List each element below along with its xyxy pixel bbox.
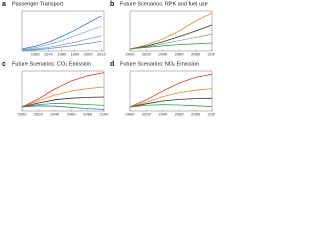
panel-letter: a	[2, 1, 6, 8]
series-line	[129, 104, 213, 108]
series-line	[129, 24, 213, 50]
x-tick-label: 2080	[83, 112, 93, 117]
x-tick-label: 2020	[34, 112, 44, 117]
series-line	[21, 41, 102, 51]
panel-letter: d	[110, 61, 114, 68]
x-tick-label: 2000	[126, 52, 136, 57]
x-tick-label: 1970	[44, 52, 54, 57]
x-tick-label: 2080	[191, 112, 201, 117]
x-tick-label: 1960	[31, 52, 41, 57]
x-tick-label: 2060	[67, 112, 77, 117]
x-tick-label: 2040	[50, 112, 60, 117]
x-tick-label: 2040	[158, 52, 168, 57]
x-tick-label: 2060	[175, 52, 185, 57]
x-tick-label: 1980	[57, 52, 67, 57]
series-line	[21, 72, 105, 108]
x-tick-label: 2100	[100, 112, 110, 117]
series-line	[129, 73, 213, 108]
plot-frame	[129, 10, 213, 52]
series-line	[129, 12, 213, 50]
series-line	[21, 15, 102, 50]
plot-frame	[129, 70, 213, 112]
series-line	[21, 102, 105, 108]
series-line	[21, 96, 105, 108]
chart-title: Passenger Transport	[12, 1, 64, 7]
series-line	[21, 105, 105, 110]
series-line	[21, 35, 102, 51]
series-line	[21, 86, 105, 108]
chart-title: Future Scenarios: RPK and fuel use	[120, 1, 208, 7]
chart-title: Future Scenarios: NOₓ Emission	[120, 61, 199, 67]
x-tick-label: 2100	[208, 52, 215, 57]
x-tick-label: 2060	[175, 112, 185, 117]
series-line	[21, 25, 102, 51]
panel-letter: c	[2, 61, 6, 68]
plot-frame	[21, 70, 105, 112]
x-tick-label: 2100	[208, 112, 215, 117]
x-tick-label: 2020	[142, 112, 152, 117]
figure: a Passenger Transport 1960 1970 1980 1990 2000…	[2, 1, 215, 117]
panel-letter: b	[110, 1, 114, 8]
x-tick-label: 2040	[158, 112, 168, 117]
x-tick-label: 2020	[142, 52, 152, 57]
x-tick-label: 2000	[18, 112, 28, 117]
chart-title: Future Scenarios: CO₂ Emission	[12, 61, 91, 67]
x-tick-label: 2000	[84, 52, 94, 57]
x-tick-label: 1990	[70, 52, 80, 57]
series-line	[129, 88, 213, 108]
x-tick-label: 2000	[126, 112, 136, 117]
series-line	[129, 42, 213, 50]
plot-frame	[21, 10, 105, 52]
x-tick-label: 2010	[97, 52, 107, 57]
series-line	[129, 97, 213, 108]
x-tick-label: 2080	[191, 52, 201, 57]
